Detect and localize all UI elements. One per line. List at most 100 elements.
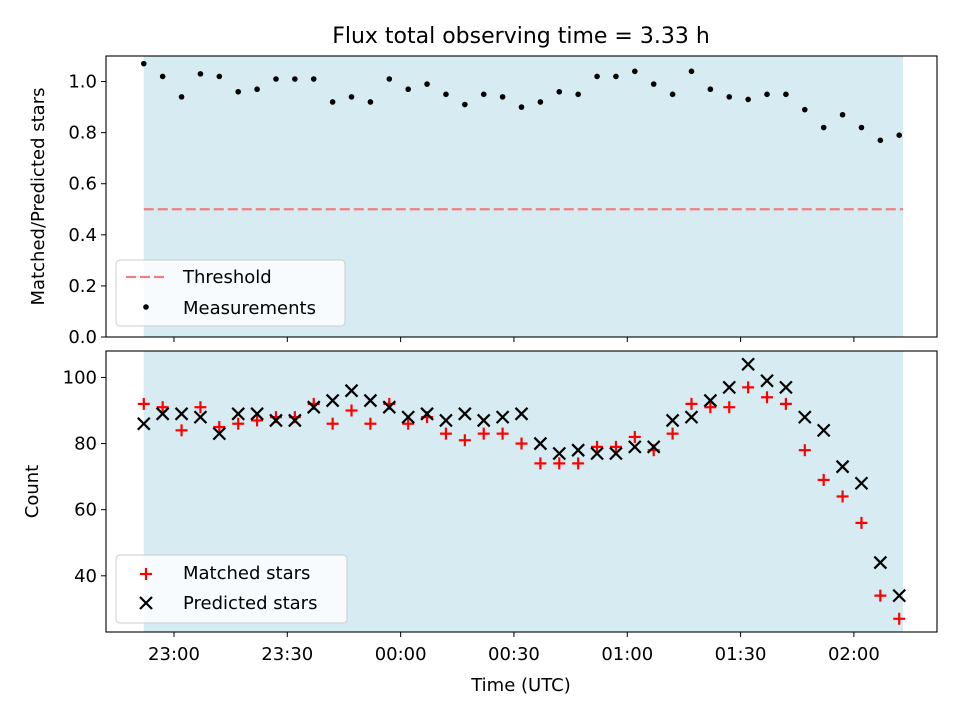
bottom-legend-box — [115, 554, 348, 624]
measurement-point — [650, 81, 657, 87]
matched-star-point — [534, 457, 547, 470]
matched-star-point — [137, 397, 150, 410]
predicted-star-point — [325, 393, 340, 408]
matched-star-point — [685, 397, 698, 410]
bottom-x-axis: 23:00 23:30 00:00 00:30 01:00 01:30 02:00 — [148, 632, 880, 665]
measurement-point — [424, 81, 430, 87]
predicted-star-point — [816, 423, 831, 438]
predicted-star-point — [193, 410, 208, 424]
top-axes-frame — [105, 55, 938, 338]
measurement-point — [235, 88, 242, 95]
top-y-axis: 0.0 0.2 0.4 0.6 0.8 1.0 — [68, 72, 106, 348]
count-points — [136, 357, 907, 625]
predicted-star-point — [628, 440, 642, 454]
bottom-x-tick-label: 23:30 — [261, 644, 313, 665]
measurement-point — [801, 106, 808, 113]
matched-star-point — [402, 417, 415, 430]
predicted-star-point — [288, 413, 302, 428]
measurement-point — [707, 86, 714, 93]
predicted-star-point — [533, 436, 548, 451]
matched-star-point — [855, 516, 868, 529]
bottom-y-tick-label: 100 — [63, 367, 97, 388]
predicted-star-point — [779, 380, 793, 395]
matched-star-point — [761, 391, 774, 404]
predicted-star-point — [420, 407, 434, 421]
predicted-star-point — [495, 410, 510, 424]
predicted-star-point — [363, 393, 378, 408]
top-legend-box — [115, 259, 346, 327]
predicted-star-point — [401, 410, 415, 424]
bottom-y-tick-label: 40 — [74, 566, 97, 587]
matched-star-point — [836, 490, 849, 503]
bottom-y-tick-label: 60 — [74, 500, 97, 521]
predicted-star-point — [741, 357, 755, 372]
predicted-star-point — [514, 407, 529, 421]
matched-star-point — [194, 401, 207, 414]
predicted-star-point — [476, 413, 491, 428]
predicted-star-point — [665, 413, 680, 428]
predicted-star-point — [571, 443, 585, 457]
measurement-point — [310, 76, 317, 82]
measurement-point — [518, 104, 525, 110]
measurement-point — [858, 124, 865, 131]
matched-star-point — [156, 401, 169, 414]
top-y-tick-label: 0.8 — [68, 123, 97, 144]
measurement-point — [745, 96, 751, 103]
measurement-point — [443, 91, 449, 98]
top-y-tick-label: 0.0 — [68, 327, 97, 348]
top-y-tick-label: 1.0 — [68, 72, 97, 93]
measurement-point — [594, 73, 600, 80]
measurement-point — [783, 91, 789, 98]
measurement-point — [405, 86, 411, 93]
matched-star-point — [572, 457, 585, 470]
matched-star-point — [817, 473, 830, 486]
predicted-star-point — [703, 393, 718, 408]
measurement-point — [178, 94, 185, 100]
top-panel: 0.0 0.2 0.4 0.6 0.8 1.0 Matched/Predicted sta… — [28, 55, 938, 348]
top-y-axis-label: Matched/Predicted stars — [28, 88, 49, 306]
predicted-star-point — [344, 383, 359, 398]
bottom-legend: Matched stars Predicted stars — [115, 554, 348, 624]
measurement-point — [254, 86, 260, 93]
matched-star-point — [477, 427, 490, 440]
measurement-point — [613, 73, 619, 80]
matched-star-point — [704, 401, 717, 414]
matched-star-point — [213, 421, 226, 434]
measurement-point — [159, 73, 166, 80]
legend-measurements-label: Measurements — [183, 298, 316, 319]
measurement-point — [462, 101, 468, 108]
bottom-x-tick-label: 01:30 — [715, 644, 767, 665]
predicted-star-point — [231, 407, 245, 421]
predicted-star-point — [136, 416, 151, 431]
matched-star-point — [893, 612, 906, 625]
matched-star-point — [515, 437, 528, 450]
measurement-point — [896, 132, 903, 138]
predicted-star-point — [212, 426, 227, 441]
matched-star-point — [458, 434, 471, 447]
bottom-x-tick-label: 00:00 — [375, 644, 427, 665]
top-legend: Threshold Measurements — [115, 259, 346, 327]
bottom-panel: 40 60 80 100 23:00 23:30 00:00 00:30 01:00 01:30… — [22, 350, 938, 696]
matched-star-point — [251, 414, 264, 427]
predicted-star-point — [798, 410, 812, 424]
measurement-point — [688, 68, 695, 75]
predicted-star-point — [250, 407, 264, 421]
matched-star-point — [666, 427, 679, 440]
bottom-x-tick-label: 23:00 — [148, 644, 200, 665]
bottom-x-tick-label: 01:00 — [601, 644, 653, 665]
measurement-point — [216, 73, 223, 80]
bottom-y-axis: 40 60 80 100 — [63, 367, 106, 587]
measurement-point — [556, 88, 563, 95]
predicted-star-point — [269, 413, 283, 428]
predicted-star-point — [174, 407, 189, 421]
legend-threshold-label: Threshold — [182, 267, 272, 288]
measurement-point — [499, 94, 506, 100]
matched-star-point — [326, 417, 339, 430]
predicted-star-point — [646, 440, 661, 454]
measurement-point — [839, 111, 846, 118]
measurement-point — [537, 99, 544, 105]
bottom-y-tick-label: 80 — [74, 434, 97, 455]
matched-star-point — [439, 427, 452, 440]
measurement-point — [329, 99, 336, 105]
